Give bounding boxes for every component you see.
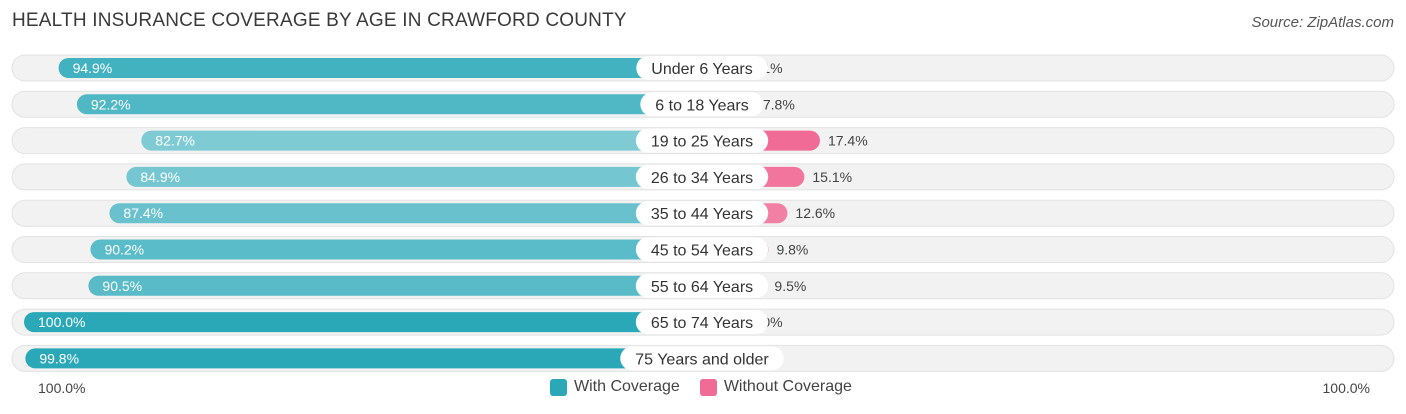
axis-label-right: 100.0% (1322, 380, 1370, 396)
category-label: 35 to 44 Years (651, 206, 753, 223)
value-label-with-coverage: 94.9% (73, 60, 113, 76)
legend-swatch-with-coverage (550, 378, 567, 396)
category-label-pill (635, 164, 769, 189)
category-label-pill (635, 310, 769, 335)
category-label: 55 to 64 Years (651, 279, 753, 296)
source-label: Source: ZipAtlas.com (1251, 14, 1394, 31)
bar-with-coverage (109, 203, 703, 224)
category-label: 19 to 25 Years (651, 134, 753, 151)
category-label-pill (635, 128, 769, 153)
category-label-pill (640, 92, 764, 117)
bar-with-coverage (24, 312, 702, 333)
axis-label-left: 100.0% (38, 380, 86, 396)
value-label-without-coverage: 17.4% (828, 133, 868, 149)
value-label-with-coverage: 100.0% (38, 314, 85, 330)
legend-swatch-without-coverage (699, 378, 717, 396)
legend: 100.0% With Coverage Without Coverage 10… (0, 378, 1406, 402)
legend-item-without-coverage: Without Coverage (699, 378, 852, 396)
category-label-pill (636, 56, 768, 80)
legend-label-without-coverage: Without Coverage (723, 378, 852, 395)
value-label-without-coverage: 9.5% (774, 278, 806, 294)
value-label-with-coverage: 92.2% (91, 96, 131, 112)
value-label-without-coverage: 9.8% (776, 242, 808, 258)
value-label-with-coverage: 82.7% (155, 133, 195, 149)
chart-title: HEALTH INSURANCE COVERAGE BY AGE IN CRAW… (12, 10, 627, 31)
category-label: Under 6 Years (651, 61, 752, 78)
legend-item-with-coverage: With Coverage (550, 378, 680, 396)
legend-label-with-coverage: With Coverage (574, 378, 680, 395)
bar-with-coverage (126, 166, 703, 187)
value-label-without-coverage: 12.6% (795, 205, 835, 221)
bar-with-coverage (25, 348, 702, 369)
bar-with-coverage (88, 275, 702, 296)
category-label: 26 to 34 Years (651, 170, 753, 187)
category-label: 75 Years and older (635, 351, 769, 368)
category-label: 65 to 74 Years (651, 315, 753, 332)
value-label-without-coverage: 15.1% (812, 169, 852, 185)
bar-with-coverage (90, 239, 703, 260)
bar-with-coverage (58, 58, 702, 78)
bar-with-coverage (141, 130, 702, 151)
value-label-with-coverage: 99.8% (39, 350, 79, 366)
value-label-with-coverage: 90.2% (104, 242, 144, 258)
value-label-with-coverage: 87.4% (123, 205, 163, 221)
category-label-pill (635, 237, 769, 262)
category-label: 45 to 54 Years (651, 243, 753, 260)
value-label-with-coverage: 84.9% (140, 169, 180, 185)
bar-with-coverage (76, 94, 702, 115)
category-label-pill (620, 346, 784, 371)
value-label-without-coverage: 7.8% (763, 96, 795, 112)
value-label-with-coverage: 90.5% (102, 278, 142, 294)
category-label-pill (635, 201, 769, 226)
category-label: 6 to 18 Years (655, 97, 748, 114)
category-label-pill (635, 273, 769, 298)
